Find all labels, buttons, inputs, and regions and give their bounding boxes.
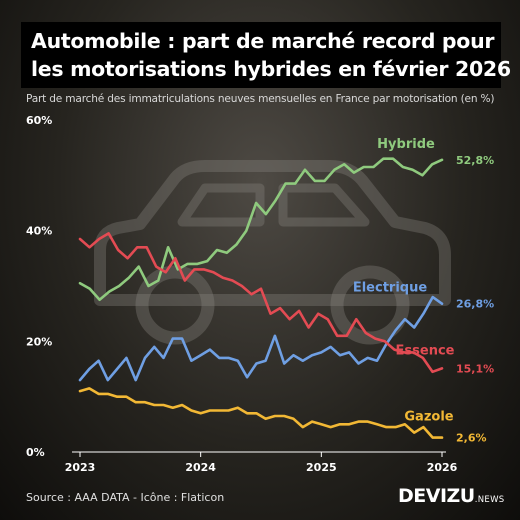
series-name-label: Essence [396, 343, 455, 358]
brand-name: DEVIZU [398, 485, 475, 507]
end-value-label: 26,8% [456, 298, 494, 311]
brand-logo: DEVIZU.NEWS [398, 485, 504, 507]
brand-suffix: .NEWS [474, 495, 505, 505]
series-name-label: Electrique [353, 281, 428, 296]
y-tick-label: 40% [26, 225, 52, 238]
series-line-electrique [78, 295, 444, 382]
title-box: Automobile : part de marché record pour … [21, 22, 511, 88]
y-tick-label: 60% [26, 114, 52, 127]
y-tick-label: 0% [26, 446, 45, 459]
series-line-hybride [78, 157, 444, 302]
end-value-label: 15,1% [456, 362, 494, 375]
series-line-gazole [78, 387, 444, 439]
source-note: Source : AAA DATA - Icône : Flaticon [26, 491, 225, 504]
end-value-label: 2,6% [456, 432, 487, 445]
x-tick-label: 2025 [306, 461, 337, 474]
x-tick-label: 2023 [65, 461, 96, 474]
x-tick-label: 2026 [427, 461, 458, 474]
title-line-1: Automobile : part de marché record pour [31, 29, 495, 53]
y-tick-label: 20% [26, 335, 52, 348]
series-line-essence [78, 232, 444, 374]
series-name-label: Gazole [404, 410, 453, 425]
chart-subtitle: Part de marché des immatriculations neuv… [26, 93, 495, 105]
end-value-label: 52,8% [456, 154, 494, 167]
series-name-label: Hybride [377, 137, 435, 152]
title-line-2: les motorisations hybrides en février 20… [31, 57, 511, 81]
x-tick-label: 2024 [185, 461, 216, 474]
